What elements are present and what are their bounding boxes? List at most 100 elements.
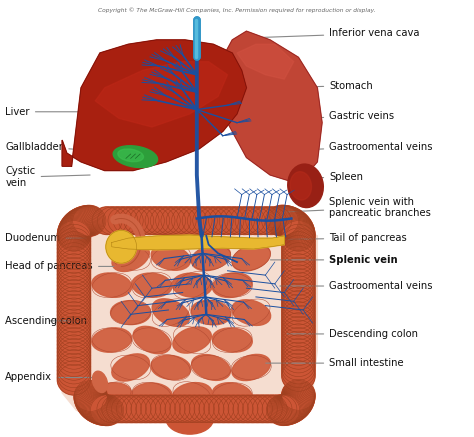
Ellipse shape [112, 244, 149, 271]
Circle shape [160, 395, 190, 423]
Circle shape [281, 385, 314, 416]
Circle shape [136, 395, 166, 423]
Circle shape [57, 254, 91, 284]
Circle shape [266, 205, 300, 236]
Circle shape [65, 208, 99, 238]
Text: Head of pancreas: Head of pancreas [5, 261, 114, 271]
Circle shape [282, 381, 315, 411]
Ellipse shape [191, 300, 231, 325]
Circle shape [165, 395, 195, 423]
Circle shape [161, 207, 191, 235]
Circle shape [256, 207, 286, 235]
Circle shape [223, 395, 253, 423]
Circle shape [97, 207, 128, 235]
Circle shape [74, 382, 108, 413]
Circle shape [135, 207, 164, 235]
Circle shape [203, 207, 233, 235]
Circle shape [282, 217, 315, 248]
Circle shape [83, 393, 117, 424]
Circle shape [199, 395, 229, 423]
Circle shape [57, 219, 91, 250]
Circle shape [75, 384, 108, 415]
Circle shape [129, 207, 159, 235]
Circle shape [57, 305, 91, 336]
Circle shape [278, 389, 311, 420]
Circle shape [111, 395, 141, 423]
Circle shape [257, 395, 287, 423]
Circle shape [57, 342, 91, 373]
Circle shape [193, 207, 223, 235]
Circle shape [276, 391, 310, 421]
Circle shape [57, 357, 91, 388]
Circle shape [57, 243, 91, 274]
Circle shape [57, 291, 91, 321]
Circle shape [246, 207, 276, 235]
Ellipse shape [232, 244, 270, 271]
Circle shape [57, 335, 91, 365]
Circle shape [271, 206, 305, 237]
Ellipse shape [133, 326, 171, 354]
Polygon shape [237, 44, 294, 79]
Circle shape [281, 215, 314, 246]
Circle shape [57, 287, 91, 318]
Circle shape [103, 207, 133, 235]
Circle shape [282, 276, 315, 306]
Ellipse shape [112, 354, 149, 381]
Circle shape [282, 224, 315, 255]
Circle shape [280, 386, 313, 417]
Circle shape [145, 207, 175, 235]
Circle shape [282, 380, 315, 410]
Circle shape [282, 232, 315, 262]
Circle shape [266, 395, 300, 425]
Polygon shape [218, 31, 322, 184]
Circle shape [68, 206, 101, 237]
Circle shape [57, 350, 91, 380]
Text: Ascending colon: Ascending colon [5, 316, 87, 326]
Circle shape [70, 206, 103, 236]
Circle shape [282, 353, 315, 384]
Circle shape [57, 261, 91, 292]
Circle shape [282, 261, 315, 292]
Text: Copyright © The McGraw-Hill Companies, Inc. Permission required for reproduction: Copyright © The McGraw-Hill Companies, I… [98, 7, 376, 13]
Circle shape [262, 395, 292, 423]
Circle shape [281, 216, 314, 247]
Circle shape [282, 239, 315, 270]
Circle shape [77, 389, 111, 420]
Circle shape [81, 392, 114, 423]
Ellipse shape [132, 383, 172, 407]
Circle shape [238, 395, 268, 423]
Circle shape [131, 395, 161, 423]
Text: Descending colon: Descending colon [287, 329, 418, 339]
Circle shape [268, 205, 301, 236]
Circle shape [282, 382, 315, 413]
Ellipse shape [212, 328, 252, 352]
Circle shape [240, 207, 270, 235]
Circle shape [219, 395, 248, 423]
Circle shape [121, 395, 151, 423]
Circle shape [91, 395, 124, 426]
Circle shape [282, 246, 315, 277]
Circle shape [124, 207, 154, 235]
Polygon shape [95, 62, 228, 127]
Circle shape [76, 387, 109, 418]
Circle shape [64, 209, 97, 239]
Circle shape [282, 342, 315, 373]
Circle shape [273, 208, 307, 238]
Circle shape [225, 207, 255, 235]
Circle shape [282, 346, 315, 377]
Circle shape [57, 228, 91, 259]
Circle shape [84, 394, 118, 424]
Circle shape [57, 313, 91, 343]
Text: Stomach: Stomach [275, 81, 373, 90]
Circle shape [194, 395, 224, 423]
Text: Gastroomental veins: Gastroomental veins [275, 142, 433, 152]
Ellipse shape [92, 328, 132, 352]
Circle shape [74, 383, 108, 414]
Ellipse shape [166, 404, 213, 434]
Circle shape [57, 309, 91, 340]
Circle shape [274, 392, 308, 423]
Circle shape [282, 313, 315, 343]
Ellipse shape [118, 149, 144, 162]
Circle shape [57, 324, 91, 354]
Circle shape [204, 395, 234, 423]
